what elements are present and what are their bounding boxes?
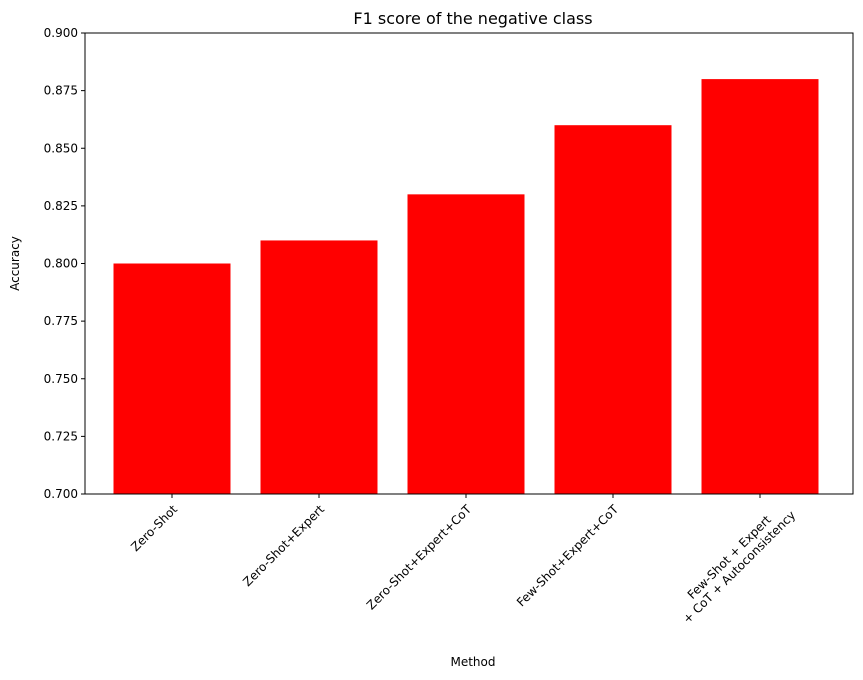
x-tick-label: Few-Shot + Expert+ CoT + Autoconsistency xyxy=(670,498,798,626)
x-axis-ticks: Zero-Shot Zero-Shot+Expert Zero-Shot+Exper… xyxy=(128,494,798,626)
bar xyxy=(113,263,231,494)
y-tick-label: 0.700 xyxy=(44,487,78,501)
x-axis-label: Method xyxy=(450,655,495,669)
bars-group xyxy=(113,79,819,494)
bar xyxy=(701,79,819,494)
bar xyxy=(554,125,672,494)
y-tick-label: 0.775 xyxy=(44,314,78,328)
y-tick-label: 0.825 xyxy=(44,199,78,213)
y-tick-label: 0.850 xyxy=(44,141,78,155)
x-tick-label: Zero-Shot xyxy=(128,502,180,554)
bar xyxy=(407,194,525,494)
x-tick-label: Few-Shot+Expert+CoT xyxy=(514,502,622,610)
y-tick-label: 0.900 xyxy=(44,26,78,40)
x-tick-label: Zero-Shot+Expert+CoT xyxy=(364,502,475,613)
y-tick-label: 0.750 xyxy=(44,372,78,386)
y-tick-label: 0.800 xyxy=(44,257,78,271)
y-axis-label: Accuracy xyxy=(8,236,22,291)
x-tick-label: Zero-Shot+Expert xyxy=(240,502,327,589)
chart-title: F1 score of the negative class xyxy=(353,9,592,28)
y-axis-ticks: 0.700 0.725 0.750 0.775 0.800 0.825 0.850 0.875… xyxy=(44,26,85,501)
y-tick-label: 0.875 xyxy=(44,84,78,98)
y-tick-label: 0.725 xyxy=(44,429,78,443)
bar xyxy=(260,240,378,494)
